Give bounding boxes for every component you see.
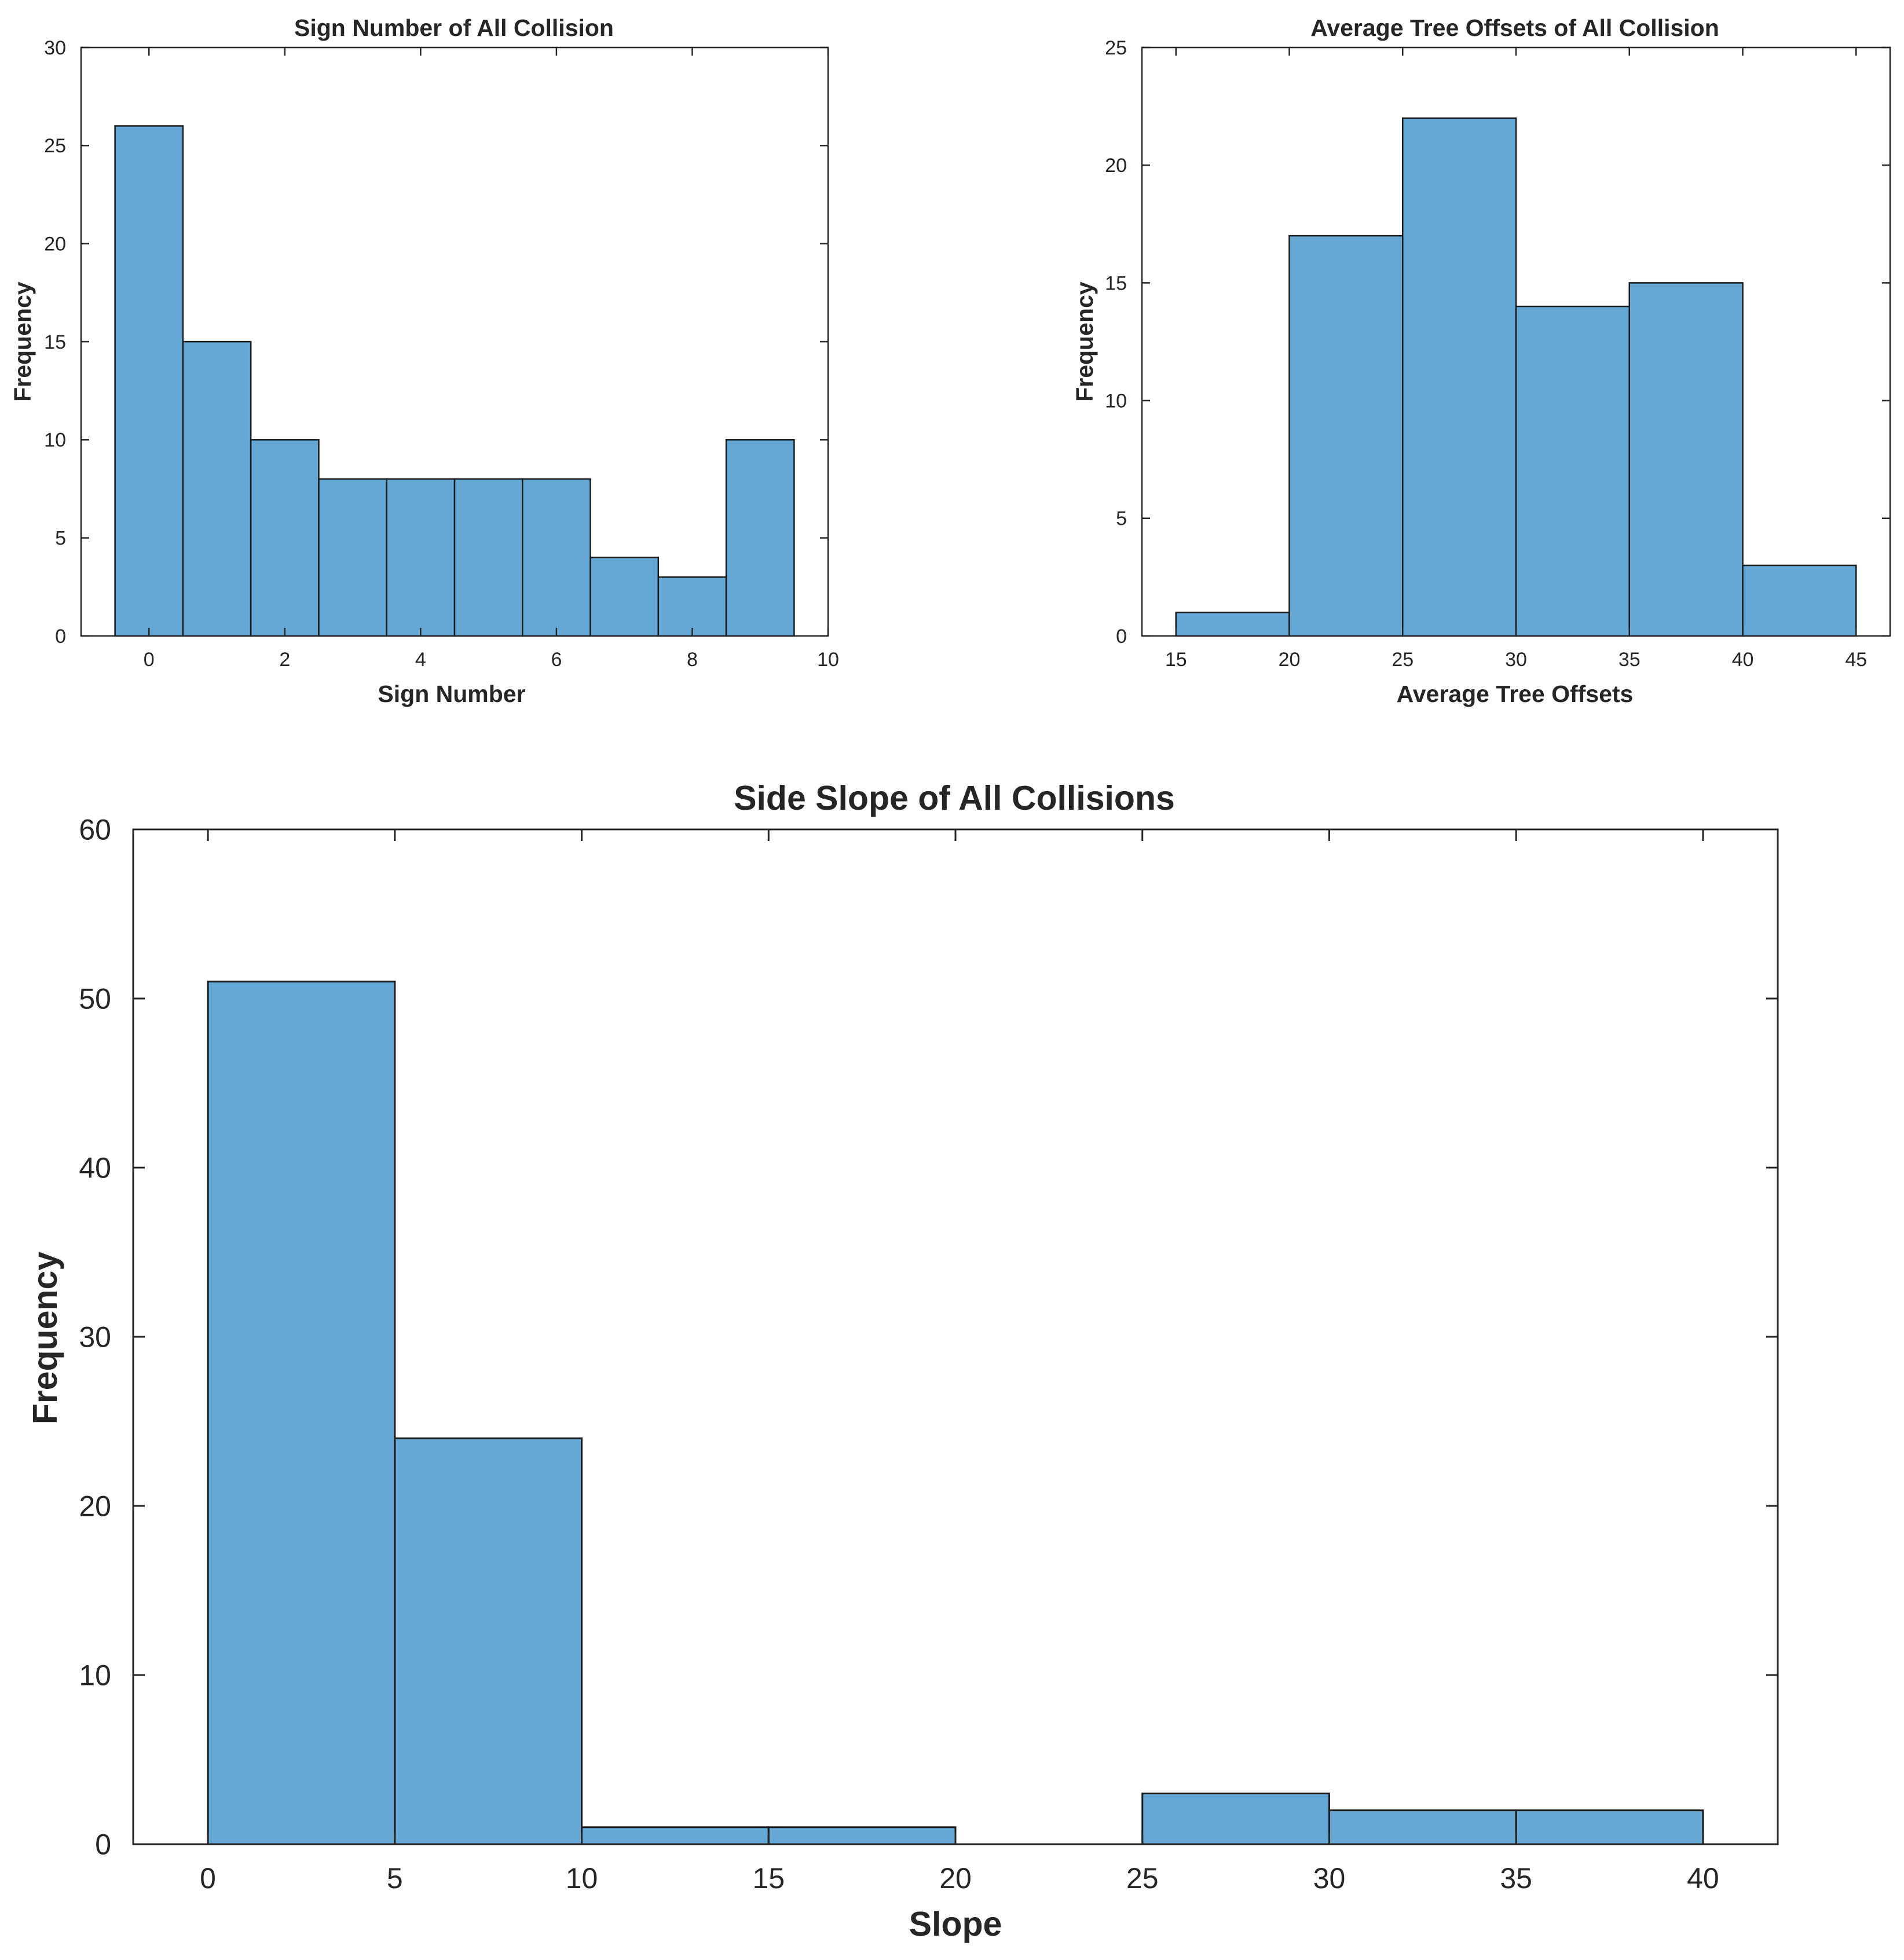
x-tick-label: 40 <box>1732 649 1754 671</box>
histogram-bar <box>522 478 591 637</box>
x-tick-label: 25 <box>1392 649 1414 671</box>
x-tick-label: 10 <box>566 1862 598 1895</box>
x-axis-label: Sign Number <box>378 681 525 707</box>
x-tick-label: 45 <box>1845 649 1867 671</box>
y-tick-label: 40 <box>79 1152 111 1184</box>
y-tick-label: 0 <box>55 626 66 648</box>
x-tick-label: 35 <box>1619 649 1641 671</box>
bars <box>1175 117 1857 637</box>
histogram-bar <box>1742 564 1857 637</box>
histogram-bar <box>581 1826 770 1845</box>
chart-sign-number: Sign Number of All Collision 0 2 4 6 8 10 0 5 10… <box>9 14 839 707</box>
x-tick-label: 15 <box>1165 649 1187 671</box>
y-tick-label: 20 <box>79 1490 111 1523</box>
chart-side-slope: Side Slope of All Collisions 0 5 10 15 20 25 3… <box>26 779 1779 1943</box>
x-tick-label: 35 <box>1500 1862 1532 1895</box>
x-tick-label: 0 <box>144 649 155 671</box>
x-axis-label: Slope <box>909 1905 1002 1943</box>
histogram-bar <box>725 439 795 637</box>
y-tick-label: 5 <box>1116 508 1127 530</box>
histogram-bar <box>657 576 727 637</box>
y-tick-label: 10 <box>79 1659 111 1692</box>
histogram-bar <box>182 341 252 637</box>
y-tick-label: 30 <box>79 1321 111 1354</box>
y-tick-label: 0 <box>1116 626 1127 648</box>
y-tick-label: 30 <box>44 37 66 59</box>
histogram-bar <box>1328 1809 1517 1845</box>
ticks: 0 5 10 15 20 25 30 35 40 0 10 20 30 40 50 60 <box>79 814 1778 1895</box>
x-axis-label: Average Tree Offsets <box>1397 681 1634 707</box>
x-tick-label: 20 <box>1279 649 1301 671</box>
histogram-bar <box>386 478 456 637</box>
histogram-bar <box>1628 282 1744 637</box>
y-tick-label: 0 <box>95 1829 111 1861</box>
histogram-bar <box>1175 612 1290 637</box>
histogram-bar <box>1515 1809 1704 1845</box>
chart-average-tree-offsets: Average Tree Offsets of All Collision 15… <box>1071 14 1891 707</box>
histogram-bar <box>207 981 396 1845</box>
histogram-bar <box>250 439 320 637</box>
x-tick-label: 4 <box>415 649 426 671</box>
histogram-bar <box>453 478 523 637</box>
y-tick-label: 10 <box>44 429 66 451</box>
histogram-bar <box>394 1437 583 1845</box>
x-tick-label: 2 <box>279 649 290 671</box>
y-tick-label: 15 <box>44 331 66 353</box>
x-tick-label: 30 <box>1505 649 1527 671</box>
ticks: 0 2 4 6 8 10 0 5 10 15 20 25 30 <box>44 37 839 671</box>
y-tick-label: 20 <box>44 233 66 255</box>
y-axis-label: Frequency <box>9 281 36 402</box>
x-tick-label: 5 <box>387 1862 403 1895</box>
y-tick-label: 50 <box>79 983 111 1015</box>
histogram-bar <box>1288 235 1404 637</box>
histogram-bar <box>114 125 184 637</box>
x-tick-label: 30 <box>1313 1862 1346 1895</box>
y-tick-label: 10 <box>1105 390 1127 412</box>
x-tick-label: 0 <box>200 1862 216 1895</box>
y-tick-label: 20 <box>1105 155 1127 177</box>
histogram-bar <box>1515 305 1631 637</box>
ticks: 15 20 25 30 35 40 45 0 5 10 15 20 25 <box>1105 37 1890 671</box>
histogram-bar <box>318 478 387 637</box>
histogram-bar <box>1401 117 1517 637</box>
x-tick-label: 10 <box>817 649 839 671</box>
chart-title: Sign Number of All Collision <box>294 14 614 41</box>
y-tick-label: 60 <box>79 814 111 846</box>
chart-title: Side Slope of All Collisions <box>734 779 1175 817</box>
x-tick-label: 25 <box>1126 1862 1159 1895</box>
histogram-bar <box>767 1826 957 1845</box>
x-tick-label: 8 <box>687 649 698 671</box>
y-axis-label: Frequency <box>1071 281 1098 402</box>
histogram-bar <box>589 557 660 637</box>
y-tick-label: 25 <box>1105 37 1127 59</box>
chart-title: Average Tree Offsets of All Collision <box>1310 14 1719 41</box>
bars <box>207 981 1704 1845</box>
x-tick-label: 20 <box>939 1862 972 1895</box>
x-tick-label: 15 <box>752 1862 785 1895</box>
histogram-bar <box>1141 1792 1330 1845</box>
y-axis-label: Frequency <box>26 1252 64 1425</box>
x-tick-label: 6 <box>551 649 562 671</box>
y-tick-label: 25 <box>44 135 66 157</box>
y-tick-label: 15 <box>1105 272 1127 294</box>
x-tick-label: 40 <box>1687 1862 1719 1895</box>
bars <box>114 125 795 637</box>
y-tick-label: 5 <box>55 528 66 550</box>
